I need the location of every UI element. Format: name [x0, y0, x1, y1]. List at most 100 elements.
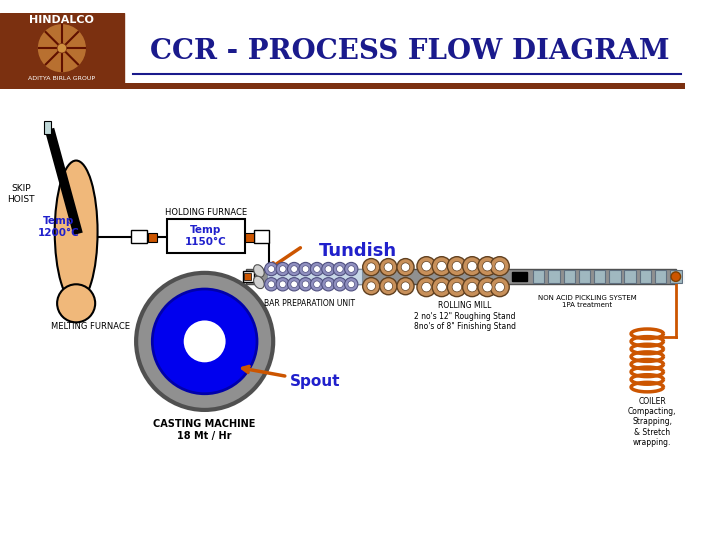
Circle shape — [345, 278, 358, 291]
Bar — [512, 272, 527, 281]
Text: NON ACID PICKLING SYSTEM
1PA treatment: NON ACID PICKLING SYSTEM 1PA treatment — [538, 295, 636, 308]
Bar — [254, 230, 269, 244]
Circle shape — [490, 278, 509, 296]
Bar — [266, 269, 361, 284]
Circle shape — [379, 278, 397, 295]
Bar — [245, 233, 254, 242]
Circle shape — [310, 278, 323, 291]
Circle shape — [333, 262, 346, 276]
Ellipse shape — [253, 265, 264, 277]
Circle shape — [291, 266, 297, 272]
Bar — [609, 270, 621, 284]
Circle shape — [299, 278, 312, 291]
Circle shape — [367, 282, 376, 291]
Circle shape — [384, 282, 392, 291]
Bar — [685, 270, 697, 284]
Text: Temp
1200°C: Temp 1200°C — [38, 217, 80, 238]
Bar — [243, 271, 254, 282]
Circle shape — [432, 278, 451, 296]
Bar — [549, 270, 559, 284]
Circle shape — [268, 266, 274, 272]
Text: Spout: Spout — [243, 366, 341, 389]
Text: HOLDING FURNACE: HOLDING FURNACE — [165, 208, 247, 217]
Bar — [655, 270, 666, 284]
Circle shape — [57, 43, 67, 53]
Circle shape — [432, 256, 451, 276]
Circle shape — [417, 256, 436, 276]
Circle shape — [314, 266, 320, 272]
Circle shape — [478, 256, 497, 276]
Text: ADITYA BIRLA GROUP: ADITYA BIRLA GROUP — [28, 76, 95, 80]
Circle shape — [291, 281, 297, 288]
Circle shape — [265, 262, 278, 276]
Circle shape — [437, 261, 446, 271]
Circle shape — [367, 263, 376, 272]
Circle shape — [363, 278, 379, 295]
Bar — [246, 269, 676, 284]
Circle shape — [447, 278, 467, 296]
Circle shape — [322, 262, 335, 276]
Circle shape — [336, 266, 343, 272]
Circle shape — [452, 282, 462, 292]
Circle shape — [276, 278, 289, 291]
Circle shape — [265, 278, 278, 291]
Text: SKIP
HOIST: SKIP HOIST — [7, 184, 35, 204]
Bar — [243, 273, 251, 280]
Circle shape — [153, 289, 257, 394]
Circle shape — [482, 282, 492, 292]
Bar — [44, 120, 51, 134]
Circle shape — [467, 261, 477, 271]
Text: CASTING MACHINE
18 Mt / Hr: CASTING MACHINE 18 Mt / Hr — [153, 420, 256, 441]
Circle shape — [287, 278, 301, 291]
Bar — [594, 270, 606, 284]
Text: MELTING FURNACE: MELTING FURNACE — [51, 322, 130, 332]
Text: ROLLING MILL
2 no's 12" Roughing Stand
8no's of 8" Finishing Stand: ROLLING MILL 2 no's 12" Roughing Stand 8… — [413, 301, 516, 331]
Circle shape — [422, 261, 431, 271]
Circle shape — [310, 262, 323, 276]
Circle shape — [397, 278, 414, 295]
Text: COILER
Compacting,
Strapping,
& Stretch
wrapping.: COILER Compacting, Strapping, & Stretch … — [628, 396, 676, 447]
Circle shape — [302, 281, 309, 288]
Circle shape — [671, 272, 680, 281]
Circle shape — [302, 266, 309, 272]
Circle shape — [299, 262, 312, 276]
Circle shape — [279, 281, 286, 288]
Bar — [131, 230, 147, 244]
Circle shape — [422, 282, 431, 292]
Circle shape — [401, 263, 410, 272]
Circle shape — [467, 282, 477, 292]
Bar — [624, 270, 636, 284]
Circle shape — [276, 262, 289, 276]
Circle shape — [437, 282, 446, 292]
Circle shape — [447, 256, 467, 276]
Circle shape — [495, 261, 505, 271]
Bar — [0, 13, 124, 84]
Circle shape — [463, 256, 482, 276]
Text: CCR - PROCESS FLOW DIAGRAM: CCR - PROCESS FLOW DIAGRAM — [150, 38, 669, 65]
Circle shape — [279, 266, 286, 272]
Circle shape — [384, 263, 392, 272]
Bar — [0, 84, 685, 89]
Circle shape — [401, 282, 410, 291]
Circle shape — [184, 320, 225, 362]
Circle shape — [348, 266, 354, 272]
Circle shape — [37, 23, 86, 73]
Circle shape — [463, 278, 482, 296]
Bar — [564, 270, 575, 284]
Bar — [579, 270, 590, 284]
Circle shape — [333, 278, 346, 291]
Circle shape — [482, 261, 492, 271]
Bar — [533, 270, 544, 284]
Circle shape — [136, 273, 273, 410]
Circle shape — [348, 281, 354, 288]
Text: Temp
1150°C: Temp 1150°C — [185, 225, 227, 247]
Bar — [639, 270, 651, 284]
Circle shape — [397, 259, 414, 276]
Circle shape — [345, 262, 358, 276]
Circle shape — [314, 281, 320, 288]
Circle shape — [268, 281, 274, 288]
Circle shape — [325, 266, 332, 272]
Circle shape — [379, 259, 397, 276]
Circle shape — [490, 256, 509, 276]
Circle shape — [417, 278, 436, 296]
